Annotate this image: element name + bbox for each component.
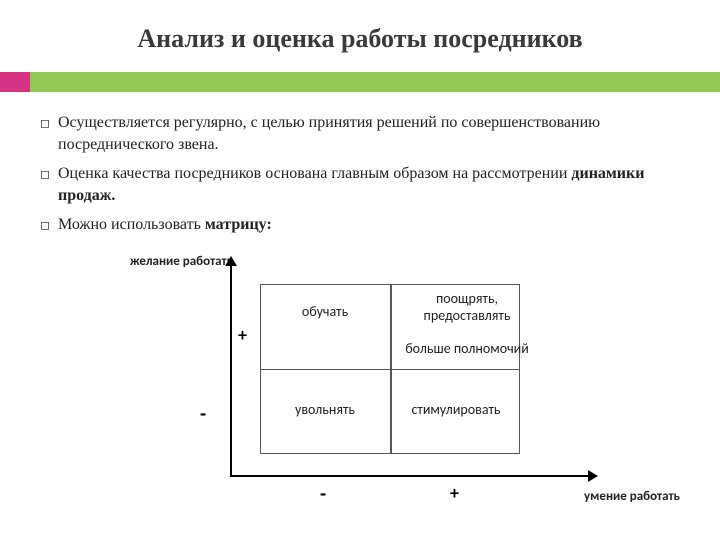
bullet-pre: Оценка качества посредников основана гла… [58,165,571,182]
matrix-cell-bl: увольнять [261,402,389,419]
y-axis-line [230,262,232,477]
accent-pink [0,72,30,92]
bullet-marker: ◻ [40,112,58,131]
bullet-pre: Можно использовать [58,216,205,233]
matrix-cell-tr: поощрять, предоставлять больше полномочи… [392,291,542,358]
y-minus-label: - [200,402,206,426]
matrix-cell-tl: обучать [261,304,389,321]
x-minus-label: - [320,482,326,506]
bullet-marker: ◻ [40,214,58,233]
bullet-bold: матрицу: [205,216,272,233]
list-item: ◻ Осуществляется регулярно, с целью прин… [40,112,680,155]
y-plus-label: + [238,324,247,346]
page-title: Анализ и оценка работы посредников [0,0,720,72]
bullet-text: Оценка качества посредников основана гла… [58,163,680,206]
y-axis-label: желание работать [130,254,233,269]
cell-line: предоставлять [424,307,511,324]
cell-line: поощрять, [436,290,498,307]
x-axis-line [230,475,590,477]
bullet-text: Осуществляется регулярно, с целью принят… [58,112,680,155]
matrix-cell-br: стимулировать [392,402,520,419]
bullet-marker: ◻ [40,163,58,182]
x-axis-arrow [588,470,598,482]
accent-green [30,72,720,92]
matrix-diagram: желание работать умение работать обучать… [130,254,650,514]
list-item: ◻ Оценка качества посредников основана г… [40,163,680,206]
bullet-text: Можно использовать матрицу: [58,214,272,236]
cell-line: больше полномочий [405,340,529,357]
x-plus-label: + [450,482,459,504]
bullet-list: ◻ Осуществляется регулярно, с целью прин… [0,92,720,254]
x-axis-label: умение работать [584,489,680,504]
list-item: ◻ Можно использовать матрицу: [40,214,680,236]
accent-bar [0,72,720,92]
